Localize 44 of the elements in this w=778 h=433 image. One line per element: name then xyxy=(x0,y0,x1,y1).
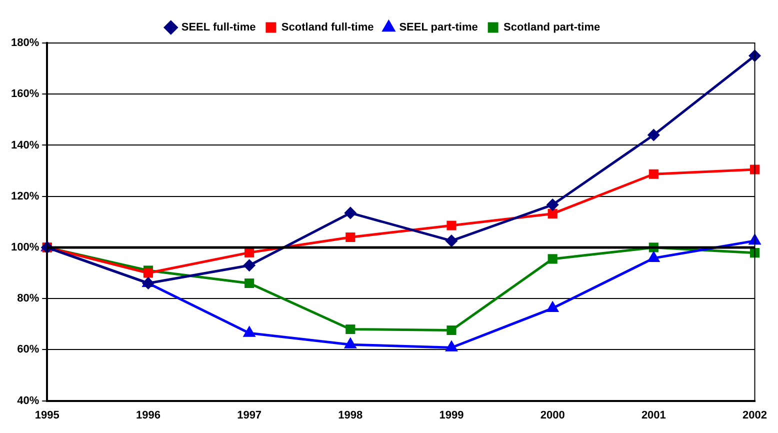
legend-label: SEEL full-time xyxy=(181,22,256,34)
point xyxy=(344,338,356,348)
y-tick-label: 140% xyxy=(10,139,40,152)
x-tick-label: 2001 xyxy=(641,409,666,422)
point xyxy=(548,254,558,264)
legend-label: SEEL part-time xyxy=(399,22,478,34)
point xyxy=(547,302,558,312)
point xyxy=(244,260,256,272)
point xyxy=(244,278,254,288)
point xyxy=(548,208,558,219)
x-tick-label: 1997 xyxy=(237,409,262,422)
point xyxy=(648,129,660,141)
x-tick-label: 1996 xyxy=(136,409,160,422)
x-tick-label: 1998 xyxy=(338,409,363,422)
legend-label: Scotland full-time xyxy=(281,22,374,34)
point xyxy=(750,164,760,174)
point xyxy=(446,220,456,230)
point xyxy=(648,252,660,262)
point xyxy=(648,169,658,179)
point xyxy=(749,50,761,62)
point xyxy=(244,248,254,258)
point xyxy=(546,199,558,211)
x-tick-label: 1999 xyxy=(439,409,464,422)
y-tick-label: 160% xyxy=(10,88,40,100)
point xyxy=(749,234,760,245)
point xyxy=(750,248,760,258)
point xyxy=(446,325,456,336)
y-tick-label: 60% xyxy=(17,344,40,356)
point xyxy=(346,232,356,242)
y-tick-label: 180% xyxy=(10,37,40,50)
point xyxy=(446,341,458,352)
y-tick-label: 80% xyxy=(17,292,40,305)
x-tick-label: 1995 xyxy=(34,409,60,422)
point xyxy=(244,326,255,337)
point xyxy=(446,235,458,247)
y-tick-label: 40% xyxy=(17,394,40,407)
point xyxy=(344,207,356,219)
y-tick-label: 100% xyxy=(10,241,40,254)
legend-label: Scotland part-time xyxy=(504,22,600,34)
y-tick-label: 120% xyxy=(10,190,40,202)
x-tick-label: 2000 xyxy=(540,409,565,422)
point xyxy=(346,324,356,334)
point xyxy=(143,268,154,278)
x-tick-label: 2002 xyxy=(742,409,768,422)
